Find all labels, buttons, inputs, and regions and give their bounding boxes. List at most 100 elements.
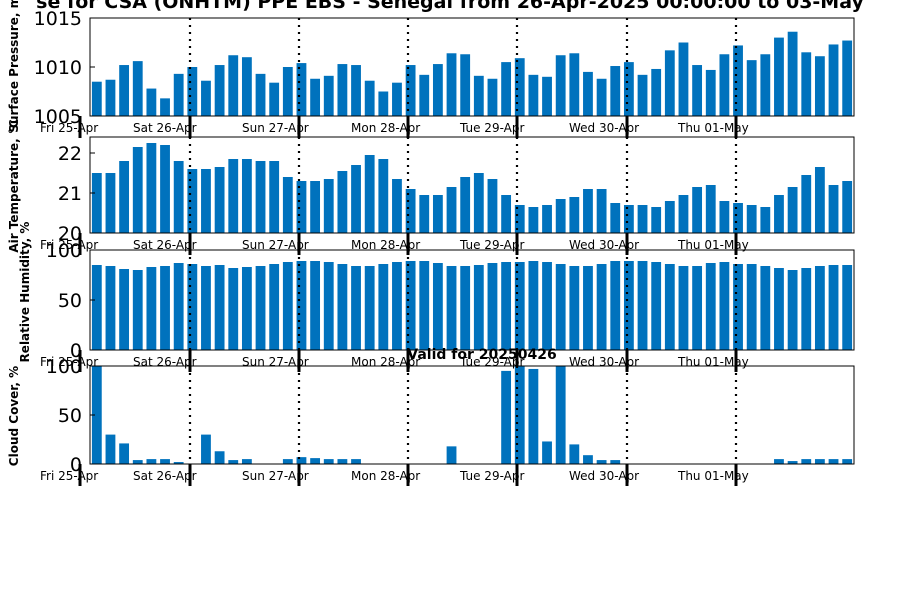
bar bbox=[146, 88, 157, 116]
bar bbox=[282, 262, 293, 350]
bar bbox=[132, 61, 143, 116]
axes-box bbox=[89, 136, 855, 234]
bar bbox=[596, 189, 607, 233]
bar bbox=[801, 459, 812, 464]
bar bbox=[664, 264, 675, 350]
bar bbox=[583, 266, 593, 350]
bar bbox=[419, 74, 430, 116]
bar bbox=[364, 266, 375, 350]
x-date-label: Tue 29-Apr bbox=[459, 238, 524, 252]
bar bbox=[542, 441, 552, 464]
bar bbox=[119, 161, 130, 233]
x-date-label: Wed 30-Apr bbox=[569, 238, 639, 252]
bar bbox=[296, 181, 307, 233]
bar bbox=[610, 203, 621, 233]
bar bbox=[610, 66, 621, 116]
bar bbox=[282, 177, 293, 233]
bar bbox=[255, 266, 266, 350]
x-date-label: Tue 29-Apr bbox=[459, 121, 524, 135]
bar bbox=[241, 159, 252, 233]
bar bbox=[514, 58, 525, 116]
bar bbox=[774, 195, 784, 233]
bar bbox=[132, 460, 143, 464]
bar bbox=[269, 82, 280, 116]
bar bbox=[296, 261, 307, 350]
bar bbox=[596, 78, 607, 116]
bar bbox=[255, 73, 266, 116]
bar bbox=[746, 264, 757, 350]
bar bbox=[692, 187, 703, 233]
bar bbox=[569, 444, 580, 464]
y-tick-label: 1015 bbox=[34, 8, 82, 30]
bar bbox=[623, 205, 634, 233]
bar bbox=[623, 62, 634, 116]
bar bbox=[105, 79, 116, 116]
bar bbox=[405, 65, 416, 116]
bar bbox=[351, 459, 361, 464]
x-date-label: Mon 28-Apr bbox=[351, 469, 420, 483]
y-tick-label: 21 bbox=[58, 183, 82, 205]
bar bbox=[419, 261, 430, 350]
bar bbox=[378, 264, 389, 350]
bar bbox=[364, 155, 375, 233]
bar bbox=[528, 261, 539, 350]
bar bbox=[310, 261, 321, 350]
x-date-label: Thu 01-May bbox=[677, 469, 749, 483]
bar bbox=[337, 171, 348, 233]
y-tick-label: 20 bbox=[58, 223, 82, 245]
bar bbox=[228, 268, 239, 350]
bar bbox=[828, 185, 839, 233]
bar bbox=[637, 205, 648, 233]
bar bbox=[651, 207, 662, 233]
bar bbox=[173, 462, 184, 464]
bar bbox=[296, 63, 307, 116]
bar bbox=[760, 207, 771, 233]
bar bbox=[774, 459, 784, 464]
panel-2: 20 21 22 Air Temperature, °C Fri 25-Apr Sat 2… bbox=[7, 119, 855, 255]
bar bbox=[596, 460, 607, 464]
bar bbox=[173, 73, 184, 116]
bar bbox=[419, 195, 430, 233]
bar bbox=[201, 434, 211, 464]
x-date-label: Wed 30-Apr bbox=[569, 355, 639, 369]
bar bbox=[787, 461, 798, 464]
bar bbox=[337, 64, 348, 116]
bar bbox=[446, 266, 457, 350]
bar bbox=[542, 205, 552, 233]
x-date-label: Wed 30-Apr bbox=[569, 469, 639, 483]
bar bbox=[583, 455, 593, 464]
bar bbox=[392, 179, 402, 233]
x-date-label: Thu 01-May bbox=[677, 121, 749, 135]
x-date-label: Mon 28-Apr bbox=[351, 238, 420, 252]
bar bbox=[460, 266, 471, 350]
y-tick-label: 22 bbox=[58, 143, 82, 165]
bar bbox=[801, 175, 812, 233]
x-date-label: Tue 29-Apr bbox=[459, 469, 524, 483]
bar bbox=[446, 446, 457, 464]
bar bbox=[555, 264, 566, 350]
x-date-label: Thu 01-May bbox=[677, 238, 749, 252]
panel-1: 1005 1010 1015 Surface Pressure, mb Fri 25-A… bbox=[7, 0, 855, 138]
bar bbox=[460, 177, 471, 233]
bar bbox=[214, 167, 225, 233]
bar bbox=[501, 62, 512, 116]
bar bbox=[446, 187, 457, 233]
bar bbox=[323, 75, 334, 116]
y-tick-label: 50 bbox=[58, 290, 82, 312]
bar bbox=[678, 266, 689, 350]
bar bbox=[828, 44, 839, 116]
bar bbox=[323, 459, 334, 464]
bar bbox=[814, 459, 825, 464]
bar bbox=[310, 78, 321, 116]
bar bbox=[351, 65, 361, 116]
y-axis-label: Relative Humidity, % bbox=[18, 222, 32, 363]
bar bbox=[692, 65, 703, 116]
bar bbox=[514, 262, 525, 350]
bar bbox=[392, 262, 402, 350]
bar bbox=[801, 268, 812, 350]
x-date-label: Sun 27-Apr bbox=[242, 469, 309, 483]
bar bbox=[746, 205, 757, 233]
bar bbox=[269, 161, 280, 233]
